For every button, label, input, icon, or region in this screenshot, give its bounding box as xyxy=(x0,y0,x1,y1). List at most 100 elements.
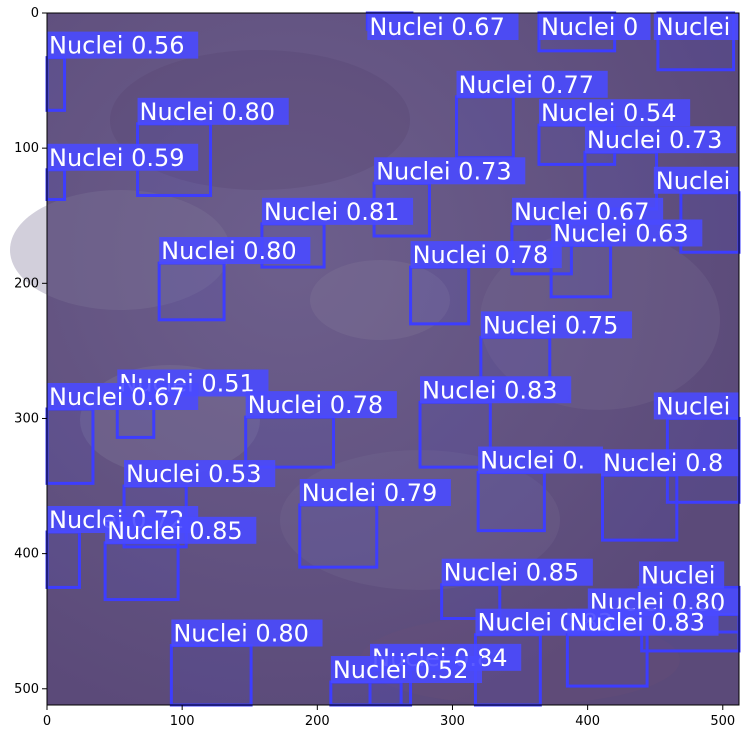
detection-label: Nuclei 0.78 xyxy=(413,241,549,269)
detection: Nuclei 0.85 xyxy=(440,558,593,620)
detection-box xyxy=(45,168,67,202)
detection-label: Nuclei 0.54 xyxy=(541,99,677,127)
detection-label-bg xyxy=(124,460,276,488)
detection: Nuclei 0.78 xyxy=(244,391,397,469)
detection-label: Nuclei 0.67 xyxy=(369,13,505,41)
detection-label: Nuclei 0.85 xyxy=(444,559,580,587)
detection-box xyxy=(103,541,180,602)
y-axis: 0 100 200 300 400 500 xyxy=(14,6,47,697)
detection-label-bg xyxy=(159,237,311,265)
detection-label: Nuclei 0.79 xyxy=(302,479,438,507)
detection-label: Nuclei xyxy=(656,167,730,195)
detection-label-bg xyxy=(47,31,199,59)
detection-box xyxy=(244,415,336,469)
detection-label: Nuclei 0.56 xyxy=(49,32,185,60)
detection: Nuclei 0.78 xyxy=(409,241,562,326)
y-tick-label: 200 xyxy=(14,276,39,291)
y-tick-label: 0 xyxy=(31,6,39,21)
detection: Nuclei 0.67 xyxy=(365,11,519,41)
detection-box xyxy=(409,265,471,326)
detection-label: Nuclei 0 xyxy=(541,13,638,41)
detection-label: Nuclei 0. xyxy=(480,447,585,475)
detection-label: Nuclei 0.80 xyxy=(161,237,297,265)
detection-label: Nuclei 0.85 xyxy=(107,517,243,545)
detection: Nuclei 0. xyxy=(476,446,603,533)
detection-label-bg xyxy=(601,449,739,477)
x-tick-label: 300 xyxy=(440,714,465,729)
detection: Nuclei 0 xyxy=(537,11,651,53)
detection-layer: Nuclei 0.67 Nuclei 0 Nuclei Nuclei 0.56 Nucl… xyxy=(45,11,741,707)
detection: Nuclei 0.59 xyxy=(45,143,199,202)
detection: Nuclei 0.54 xyxy=(537,99,691,166)
detection-label-bg xyxy=(480,311,633,339)
y-tick-label: 300 xyxy=(14,411,39,426)
detection-label: Nuclei 0.63 xyxy=(553,219,689,247)
detection-label-bg xyxy=(47,143,199,171)
detection-label: Nuclei 0.83 xyxy=(422,376,558,404)
detection-label: Nuclei 0.73 xyxy=(376,157,512,185)
detection-label: Nuclei 0.81 xyxy=(264,198,400,226)
detection-label-bg xyxy=(261,197,414,225)
detection: Nuclei xyxy=(653,11,739,72)
detection-label-bg xyxy=(137,97,289,125)
detection-label: Nuclei 0.80 xyxy=(173,620,309,648)
detection-box xyxy=(600,473,679,542)
detection-box xyxy=(45,56,67,112)
y-tick-label: 400 xyxy=(14,547,39,562)
detection-label-bg xyxy=(653,13,739,40)
detection: Nuclei 0.79 xyxy=(298,478,451,569)
detection: Nuclei 0.56 xyxy=(45,31,199,112)
detection-label-bg xyxy=(420,376,572,404)
detection-label-bg xyxy=(567,608,719,636)
x-tick-label: 0 xyxy=(43,714,51,729)
detection-box xyxy=(455,95,515,160)
detection-label-bg xyxy=(367,13,519,40)
detection-label: Nuclei 0.52 xyxy=(333,656,469,684)
detection-label-bg xyxy=(551,219,703,247)
x-tick-label: 200 xyxy=(305,714,330,729)
detection-label: Nuclei 0.80 xyxy=(140,98,276,126)
detection-label-bg xyxy=(478,446,603,474)
detection-label: Nuclei xyxy=(656,13,730,41)
detection-label-bg xyxy=(47,383,199,411)
plot-frame xyxy=(46,12,740,706)
x-tick-label: 400 xyxy=(575,714,600,729)
detection-box xyxy=(45,407,95,485)
detection-label-bg xyxy=(105,516,257,544)
x-tick-label: 100 xyxy=(170,714,195,729)
detection: Nuclei 0.52 xyxy=(329,656,483,707)
detection-label: Nuclei 0.75 xyxy=(483,311,619,339)
detection-label-bg xyxy=(171,619,323,647)
detection: Nuclei 0.80 xyxy=(157,237,311,322)
detection-box xyxy=(169,644,253,707)
detection-label-bg xyxy=(441,558,593,586)
x-tick-label: 500 xyxy=(710,714,735,729)
detection-label-bg xyxy=(299,478,451,506)
detection-label-bg xyxy=(638,561,725,589)
y-tick-label: 500 xyxy=(14,682,39,697)
detection-label-bg xyxy=(374,157,526,185)
detection-label: Nuclei 0.59 xyxy=(49,144,185,172)
detection: Nuclei 0.73 xyxy=(583,126,737,211)
detection-label-bg xyxy=(653,392,739,420)
detection-box xyxy=(298,503,379,569)
detection-box xyxy=(565,633,649,688)
detection: Nuclei 0.83 xyxy=(565,608,719,688)
detection-label: Nuclei xyxy=(656,392,730,420)
detection-label-bg xyxy=(456,70,608,98)
detection-label-bg xyxy=(538,99,691,127)
detection-label: Nuclei 0.73 xyxy=(587,126,723,154)
detection-box xyxy=(45,530,81,589)
detection-label: Nuclei xyxy=(641,561,715,589)
detection: Nuclei 0.73 xyxy=(372,157,526,238)
detection-box xyxy=(329,680,403,707)
x-axis: 0 100 200 300 400 500 xyxy=(43,705,735,729)
detection-label: Nuclei 0.8 xyxy=(603,449,723,477)
detection-label: Nuclei 0.77 xyxy=(459,71,595,99)
detection-label: Nuclei 0.53 xyxy=(126,460,262,488)
detection-label: Nuclei 0.78 xyxy=(248,391,384,419)
detection: Nuclei 0.63 xyxy=(549,219,703,299)
detection-label-bg xyxy=(410,241,562,269)
detection: Nuclei 0.8 xyxy=(600,449,739,542)
